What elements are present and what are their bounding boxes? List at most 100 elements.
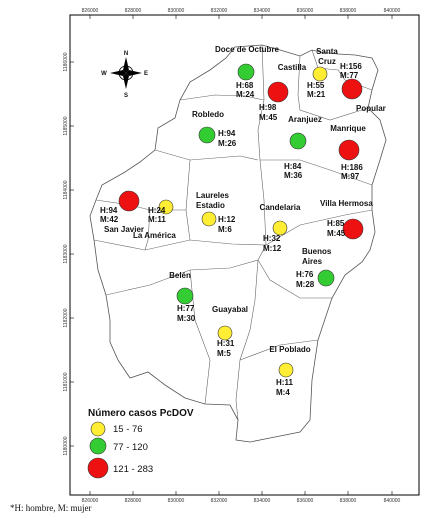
- comuna-name: Estadio: [196, 201, 225, 210]
- female-count: M:11: [148, 215, 166, 224]
- y-tick-label: 1181000: [63, 372, 69, 391]
- comuna-name: La América: [133, 231, 176, 240]
- comuna-name: Aranjuez: [288, 115, 322, 124]
- y-tick-label: 1182000: [63, 308, 69, 327]
- case-marker: [198, 126, 216, 144]
- female-count: M:6: [218, 225, 232, 234]
- legend-title: Número casos PcDOV: [88, 408, 194, 419]
- comuna-name: El Poblado: [269, 345, 310, 354]
- legend-label-mid: 77 - 120: [113, 442, 148, 453]
- comuna-name: Manrique: [330, 124, 366, 133]
- y-tick-label: 1183000: [63, 244, 69, 263]
- female-count: M:77: [340, 71, 359, 80]
- female-count: M:36: [284, 171, 303, 180]
- female-count: M:21: [307, 90, 326, 99]
- case-marker: [342, 218, 364, 240]
- legend-swatch-low: [90, 421, 106, 437]
- male-count: H:76: [296, 270, 314, 279]
- female-count: M:4: [276, 388, 290, 397]
- case-marker: [338, 139, 360, 161]
- male-count: H:186: [341, 163, 363, 172]
- comuna-name: Cruz: [318, 57, 336, 66]
- y-tick-label: 1180000: [63, 436, 69, 455]
- x-tick-bottom-label: 830000: [168, 498, 185, 504]
- comuna-layer: Doce de OctubreH:68M:24CastillaH:98M:45S…: [100, 45, 386, 397]
- case-marker: [237, 63, 255, 81]
- x-axis-bottom: 826000 828000 830000 832000 834000 836000 8380…: [82, 491, 401, 504]
- comuna-name: Guayabal: [212, 305, 248, 314]
- footnote: *H: hombre, M: mujer: [10, 503, 92, 513]
- male-count: H:68: [236, 81, 254, 90]
- x-tick-top-label: 838000: [340, 8, 357, 14]
- case-marker: [317, 269, 335, 287]
- comuna-name: Buenos: [302, 247, 332, 256]
- female-count: M:24: [236, 90, 255, 99]
- comuna-name: Castilla: [278, 63, 307, 72]
- compass-n: N: [124, 51, 128, 57]
- comuna-name: Belén: [169, 271, 191, 280]
- x-tick-bottom-label: 834000: [254, 498, 271, 504]
- x-tick-top-label: 834000: [254, 8, 271, 14]
- male-count: H:98: [259, 103, 277, 112]
- comuna-name: Candelaria: [260, 203, 301, 212]
- x-tick-bottom-label: 832000: [211, 498, 228, 504]
- comuna-name: Villa Hermosa: [320, 199, 373, 208]
- y-tick-label: 1186000: [63, 52, 69, 71]
- female-count: M:26: [218, 139, 237, 148]
- female-count: M:97: [341, 172, 360, 181]
- case-marker: [176, 287, 194, 305]
- x-tick-bottom-label: 836000: [297, 498, 314, 504]
- x-tick-bottom-label: 826000: [82, 498, 99, 504]
- y-tick-label: 1184000: [63, 180, 69, 199]
- male-count: H:55: [307, 81, 325, 90]
- comuna-name: Aires: [302, 257, 323, 266]
- x-tick-bottom-label: 838000: [340, 498, 357, 504]
- compass-rose: N S E W: [101, 51, 148, 99]
- legend-swatch-mid: [89, 437, 107, 455]
- x-tick-bottom-label: 828000: [125, 498, 142, 504]
- female-count: M:12: [263, 244, 282, 253]
- female-count: M:30: [177, 314, 196, 323]
- male-count: H:94: [218, 129, 236, 138]
- compass-w: W: [101, 71, 107, 77]
- male-count: H:85: [327, 219, 345, 228]
- x-tick-top-label: 836000: [297, 8, 314, 14]
- comuna-name: Robledo: [192, 110, 224, 119]
- legend-label-low: 15 - 76: [113, 424, 143, 435]
- legend-swatch-high: [87, 457, 109, 479]
- x-tick-top-label: 832000: [211, 8, 228, 14]
- compass-e: E: [144, 71, 148, 77]
- case-marker: [217, 325, 233, 341]
- female-count: M:45: [327, 229, 346, 238]
- x-axis-top: 826000 828000 830000 832000 834000 836000 8380…: [82, 8, 401, 19]
- x-tick-top-label: 828000: [125, 8, 142, 14]
- legend: Número casos PcDOV 15 - 76 77 - 120 121 …: [87, 408, 194, 479]
- legend-label-high: 121 - 283: [113, 464, 153, 475]
- case-marker: [267, 81, 289, 103]
- case-marker: [272, 220, 288, 236]
- male-count: H:94: [100, 206, 118, 215]
- male-count: H:156: [340, 62, 362, 71]
- case-marker: [118, 190, 140, 212]
- case-marker: [289, 132, 307, 150]
- female-count: M:5: [217, 349, 231, 358]
- case-marker: [278, 362, 294, 378]
- male-count: H:11: [276, 378, 293, 387]
- comuna-name: Santa: [316, 47, 338, 56]
- comuna-boundaries: [93, 44, 373, 421]
- case-marker: [312, 66, 328, 82]
- comuna-name: San Javier: [104, 225, 144, 234]
- case-marker: [341, 78, 363, 100]
- x-tick-bottom-label: 840000: [384, 498, 401, 504]
- x-tick-top-label: 830000: [168, 8, 185, 14]
- compass-s: S: [124, 93, 128, 99]
- male-count: H:31: [217, 339, 235, 348]
- female-count: M:45: [259, 113, 278, 122]
- y-axis-left: 1186000 1185000 1184000 1183000 1182000 11810…: [63, 52, 74, 456]
- male-count: H:32: [263, 234, 281, 243]
- comuna-name: Popular: [356, 104, 386, 113]
- male-count: H:84: [284, 162, 302, 171]
- comuna-name: Doce de Octubre: [215, 45, 280, 54]
- male-count: H:77: [177, 304, 195, 313]
